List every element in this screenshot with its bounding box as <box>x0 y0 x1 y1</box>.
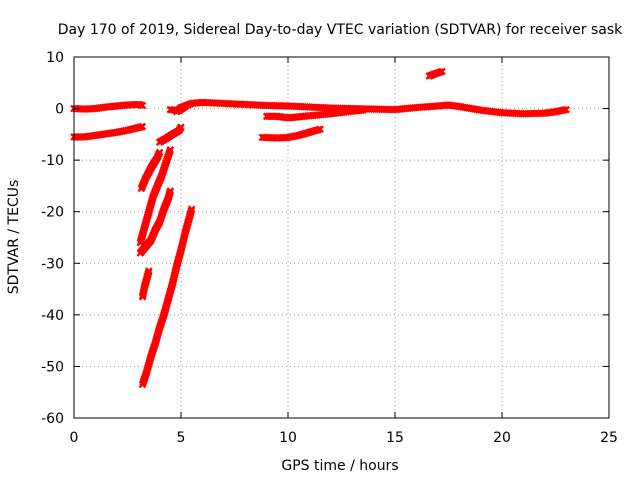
data-point <box>562 105 570 114</box>
y-tick-label: -20 <box>41 205 64 221</box>
x-tick-label: 20 <box>493 430 511 446</box>
series-arc-small-dip <box>166 102 190 115</box>
plot-frame <box>73 56 610 419</box>
series-arc-steep-b <box>136 187 175 257</box>
x-axis-label: GPS time / hours <box>281 458 398 474</box>
data-point <box>438 67 446 76</box>
y-tick-label: 0 <box>55 102 64 118</box>
series-arc-steep-a <box>136 146 175 247</box>
y-tick-label: -30 <box>41 256 64 272</box>
data-point <box>316 125 324 133</box>
series-arc-steep-long <box>138 205 196 389</box>
series-arc-17 <box>425 67 446 80</box>
series-arc-main-bottom-left <box>70 122 147 141</box>
y-tick-label: 10 <box>46 50 64 66</box>
x-tick-label: 5 <box>177 430 186 446</box>
data-point <box>138 122 147 131</box>
x-tick-label: 0 <box>70 430 79 446</box>
chart-title: Day 170 of 2019, Sidereal Day-to-day VTE… <box>58 22 623 38</box>
series-arc-main-top <box>70 100 147 113</box>
series-arc-mid-top <box>172 98 570 118</box>
series-arc-mid-lower <box>262 106 367 122</box>
y-tick-label: -50 <box>41 359 64 375</box>
data-point <box>177 123 185 131</box>
series-arc-descending-2 <box>155 123 185 146</box>
data-point <box>357 106 365 115</box>
series-arc-9-12 <box>258 125 324 142</box>
series-arc-steep-c <box>138 267 153 301</box>
data-point <box>155 148 164 157</box>
data-point <box>181 102 190 111</box>
data-point <box>138 101 147 110</box>
y-tick-label: -10 <box>41 153 64 169</box>
y-tick-label: -60 <box>41 411 64 427</box>
x-tick-label: 25 <box>600 430 618 446</box>
data-point <box>166 146 175 154</box>
data-point <box>359 106 367 114</box>
x-tick-label: 10 <box>279 430 297 446</box>
x-tick-label: 15 <box>386 430 404 446</box>
y-axis-label: SDTVAR / TECUs <box>6 180 22 295</box>
data-point <box>187 205 196 213</box>
data-point <box>166 187 175 195</box>
y-tick-label: -40 <box>41 308 64 324</box>
data-marks <box>70 67 570 389</box>
series-arc-descending-1 <box>137 148 164 193</box>
data-point <box>145 267 153 275</box>
axis-ticks: 0 5 10 15 20 25 10 0 -10 -20 -30 -40 -50 -60 <box>41 50 618 446</box>
